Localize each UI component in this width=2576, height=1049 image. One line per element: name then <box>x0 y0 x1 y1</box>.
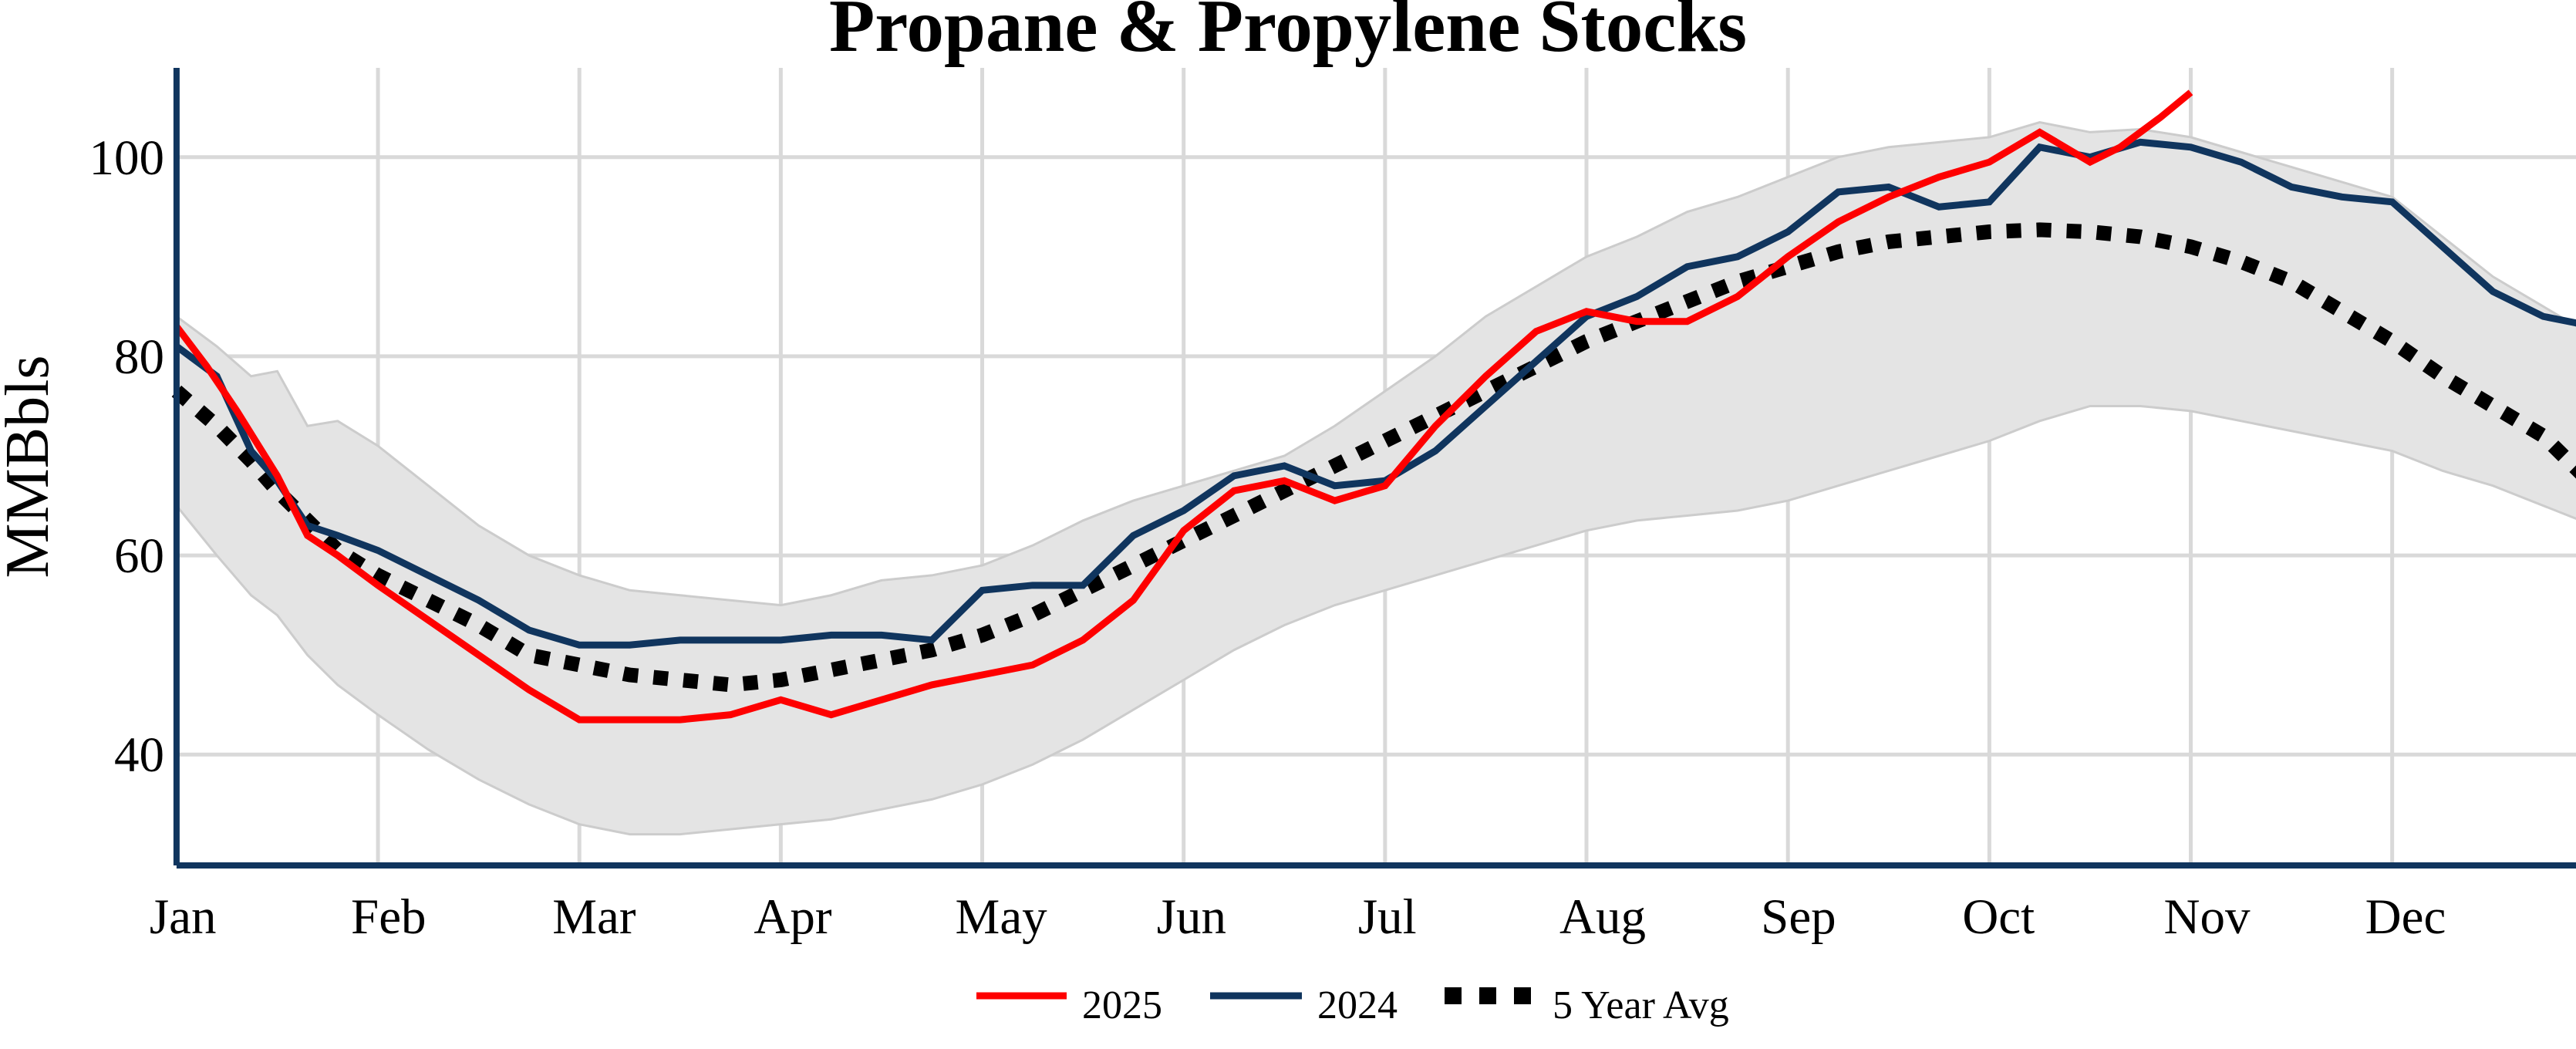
svg-text:Jan: Jan <box>150 889 217 945</box>
svg-text:MMBbls: MMBbls <box>0 356 62 578</box>
svg-text:Apr: Apr <box>754 889 831 945</box>
svg-text:40: 40 <box>114 727 164 783</box>
svg-text:Dec: Dec <box>2365 889 2446 945</box>
svg-text:5 Year Avg: 5 Year Avg <box>1553 983 1729 1027</box>
svg-text:Propane & Propylene Stocks: Propane & Propylene Stocks <box>829 0 1747 67</box>
svg-text:2025: 2025 <box>1082 983 1162 1027</box>
svg-text:Nov: Nov <box>2164 889 2251 945</box>
svg-text:May: May <box>956 889 1048 945</box>
svg-text:Jun: Jun <box>1157 889 1226 945</box>
svg-text:Aug: Aug <box>1559 889 1646 945</box>
svg-text:Sep: Sep <box>1761 889 1836 945</box>
svg-text:Mar: Mar <box>552 889 636 945</box>
svg-text:100: 100 <box>89 130 165 186</box>
svg-text:Feb: Feb <box>351 889 427 945</box>
svg-text:60: 60 <box>114 528 164 584</box>
svg-text:Jul: Jul <box>1358 889 1417 945</box>
svg-text:2024: 2024 <box>1317 983 1398 1027</box>
svg-text:80: 80 <box>114 329 164 385</box>
svg-text:Oct: Oct <box>1962 889 2035 945</box>
